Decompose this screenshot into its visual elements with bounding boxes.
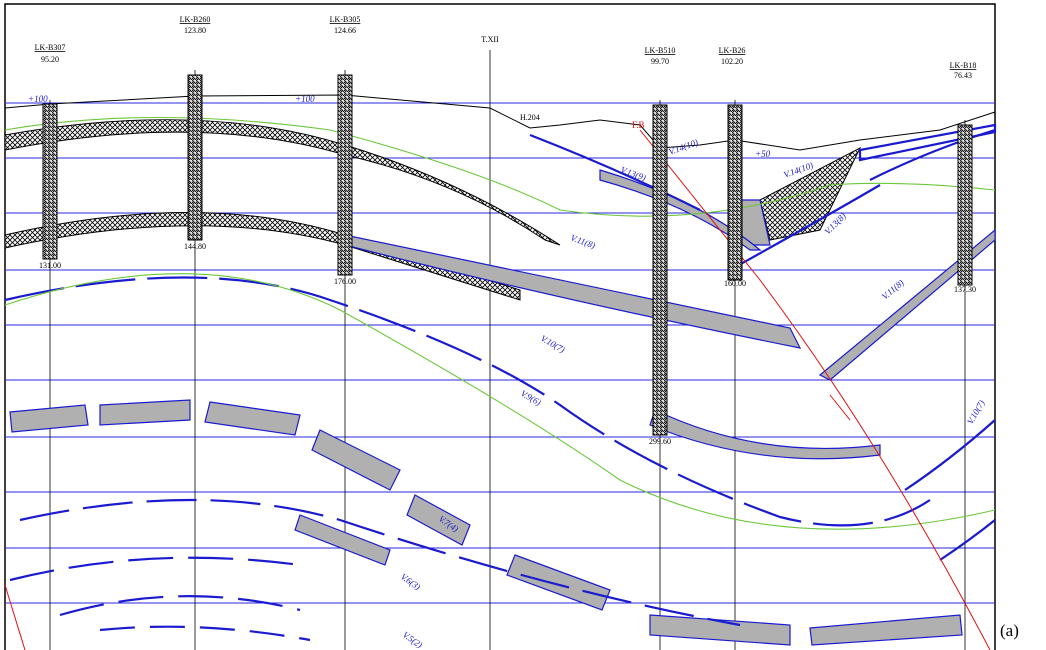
borehole-depth: 137.30 — [954, 285, 976, 294]
seam-label: V.10(7) — [539, 333, 567, 355]
borehole-elevation: 99.70 — [651, 57, 669, 66]
borehole-depth: 176.00 — [334, 277, 356, 286]
borehole-elevation: 123.80 — [184, 26, 206, 35]
faults — [4, 129, 991, 650]
borehole-elevation: 76.43 — [954, 71, 972, 80]
borehole-label: LK-B26 102.20 160.00 — [719, 46, 746, 288]
borehole-depth: 299.60 — [649, 437, 671, 446]
seam-label: V.11(8) — [880, 278, 906, 302]
level-label: +50 — [755, 149, 771, 159]
borehole-name: LK-B307 — [35, 43, 66, 52]
borehole-name: LK-B260 — [180, 15, 211, 24]
borehole-columns — [42, 74, 973, 436]
seam-label: V.11(8) — [569, 232, 596, 250]
seam-label: V.14(10) — [667, 137, 699, 157]
borehole-depth: 160.00 — [724, 279, 746, 288]
borehole-label: LK-B510 99.70 299.60 — [645, 46, 676, 446]
borehole-name: LK-B26 — [719, 46, 746, 55]
borehole-label: LK-B260 123.80 144.80 — [180, 15, 211, 251]
level-label: +100 — [295, 94, 315, 104]
point-label: H.204 — [520, 113, 540, 122]
seam-label: V.5(2) — [401, 629, 424, 650]
borehole-label: LK-B307 95.20 131.00 — [35, 43, 66, 270]
borehole-name: LK-B305 — [330, 15, 361, 24]
borehole-elevation: 102.20 — [721, 57, 743, 66]
seam-label: V.10(7) — [965, 398, 987, 426]
borehole-label: LK-B305 124.66 176.00 — [330, 15, 361, 286]
vertical-lines — [49, 50, 966, 650]
seam-lines — [4, 128, 996, 642]
borehole-name: LK-B18 — [950, 61, 977, 70]
borehole-depth: 144.80 — [184, 242, 206, 251]
green-lines — [4, 116, 996, 530]
fault-label: F.B — [632, 120, 645, 130]
traverse-label: T.XII — [481, 35, 499, 44]
borehole-elevation: 124.66 — [334, 26, 356, 35]
borehole-depth: 131.00 — [39, 261, 61, 270]
frame — [4, 3, 996, 650]
seam-label: V.6(3) — [399, 571, 422, 592]
borehole-name: LK-B510 — [645, 46, 676, 55]
borehole-elevation: 95.20 — [41, 55, 59, 64]
surface — [4, 94, 996, 151]
figure-label: (a) — [1000, 621, 1019, 640]
level-label: +100 — [28, 94, 48, 104]
seams — [4, 119, 997, 646]
